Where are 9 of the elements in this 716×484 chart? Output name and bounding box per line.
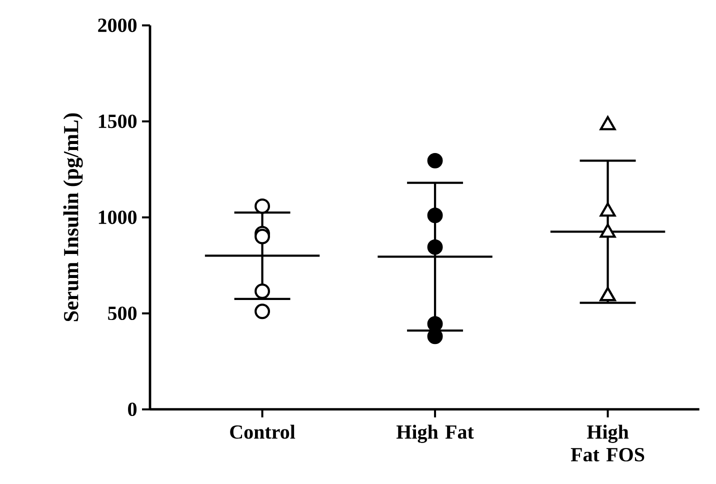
y-tick-label: 1000: [98, 210, 137, 224]
y-tick-label: 2000: [98, 18, 137, 32]
y-tick-label: 0: [128, 402, 137, 416]
x-tick-label: Control: [230, 424, 296, 439]
y-axis-title: Serum Insulin (pg/mL): [63, 113, 83, 322]
y-tick-label: 500: [108, 306, 137, 320]
y-tick-label: 1500: [98, 114, 137, 128]
x-tick-label: High Fat: [396, 424, 474, 443]
x-tick-label: High Fat FOS: [570, 424, 644, 462]
